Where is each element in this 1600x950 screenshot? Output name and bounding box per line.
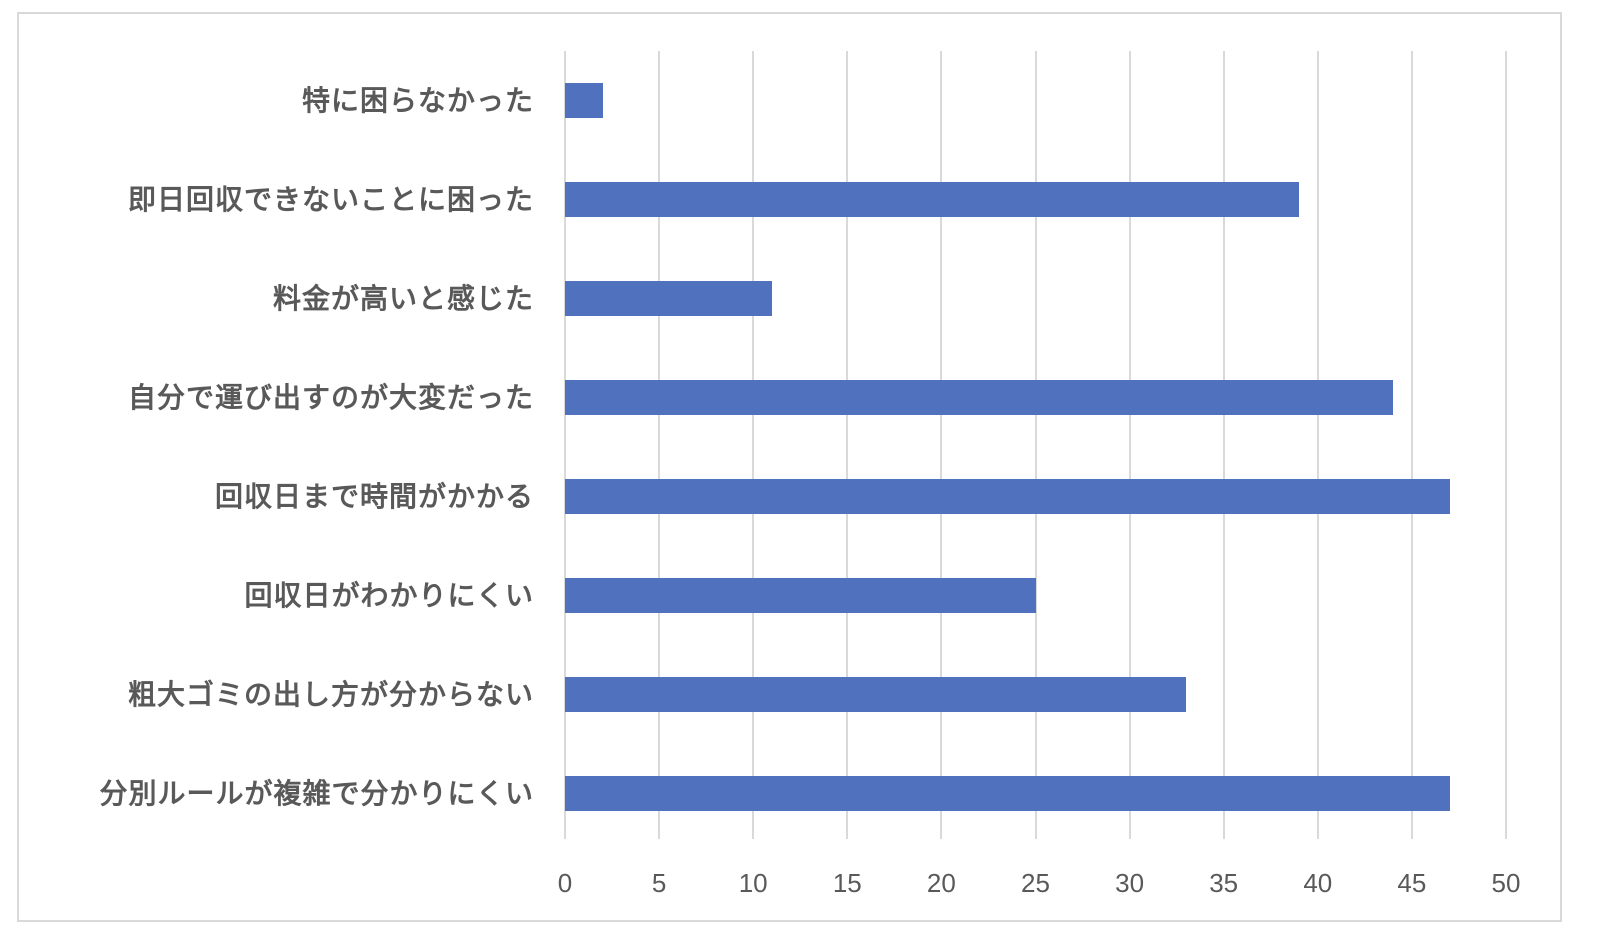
gridline [846,51,849,839]
category-label: 回収日がわかりにくい [244,579,534,612]
x-tick-label: 30 [1115,868,1145,898]
x-tick-label: 15 [832,868,862,898]
gridline [564,51,566,839]
x-tick-label: 40 [1303,868,1333,898]
category-label: 即日回収できないことに困った [127,183,534,216]
plot-area [564,51,1507,839]
gridline [1316,51,1319,839]
bar [565,380,1394,415]
gridline [658,51,661,839]
gridline [1505,51,1507,839]
category-label: 特に困らなかった [301,84,534,117]
bar [565,479,1450,514]
bar [565,182,1299,217]
x-tick-label: 45 [1397,868,1427,898]
bar [565,578,1036,613]
x-tick-label: 5 [651,868,667,898]
category-label: 分別ルールが複雑で分かりにくい [99,777,534,810]
bar [565,281,773,316]
gridline [940,51,943,839]
category-label: 自分で運び出すのが大変だった [127,381,534,414]
gridline [1128,51,1131,839]
gridline [1222,51,1225,839]
x-tick-label: 50 [1491,868,1521,898]
gridline [1034,51,1037,839]
bar [565,677,1187,712]
x-tick-label: 25 [1021,868,1050,898]
x-tick-label: 0 [557,868,573,898]
x-tick-label: 20 [926,868,956,898]
category-label: 料金が高いと感じた [272,282,534,315]
x-tick-label: 10 [738,868,768,898]
gridline [752,51,755,839]
category-label: 回収日まで時間がかかる [214,480,534,513]
gridline [1410,51,1413,839]
category-label: 粗大ゴミの出し方が分からない [127,678,534,711]
chart-frame [17,12,1562,922]
x-tick-label: 35 [1209,868,1239,898]
bar [565,776,1450,811]
bar [565,83,603,118]
